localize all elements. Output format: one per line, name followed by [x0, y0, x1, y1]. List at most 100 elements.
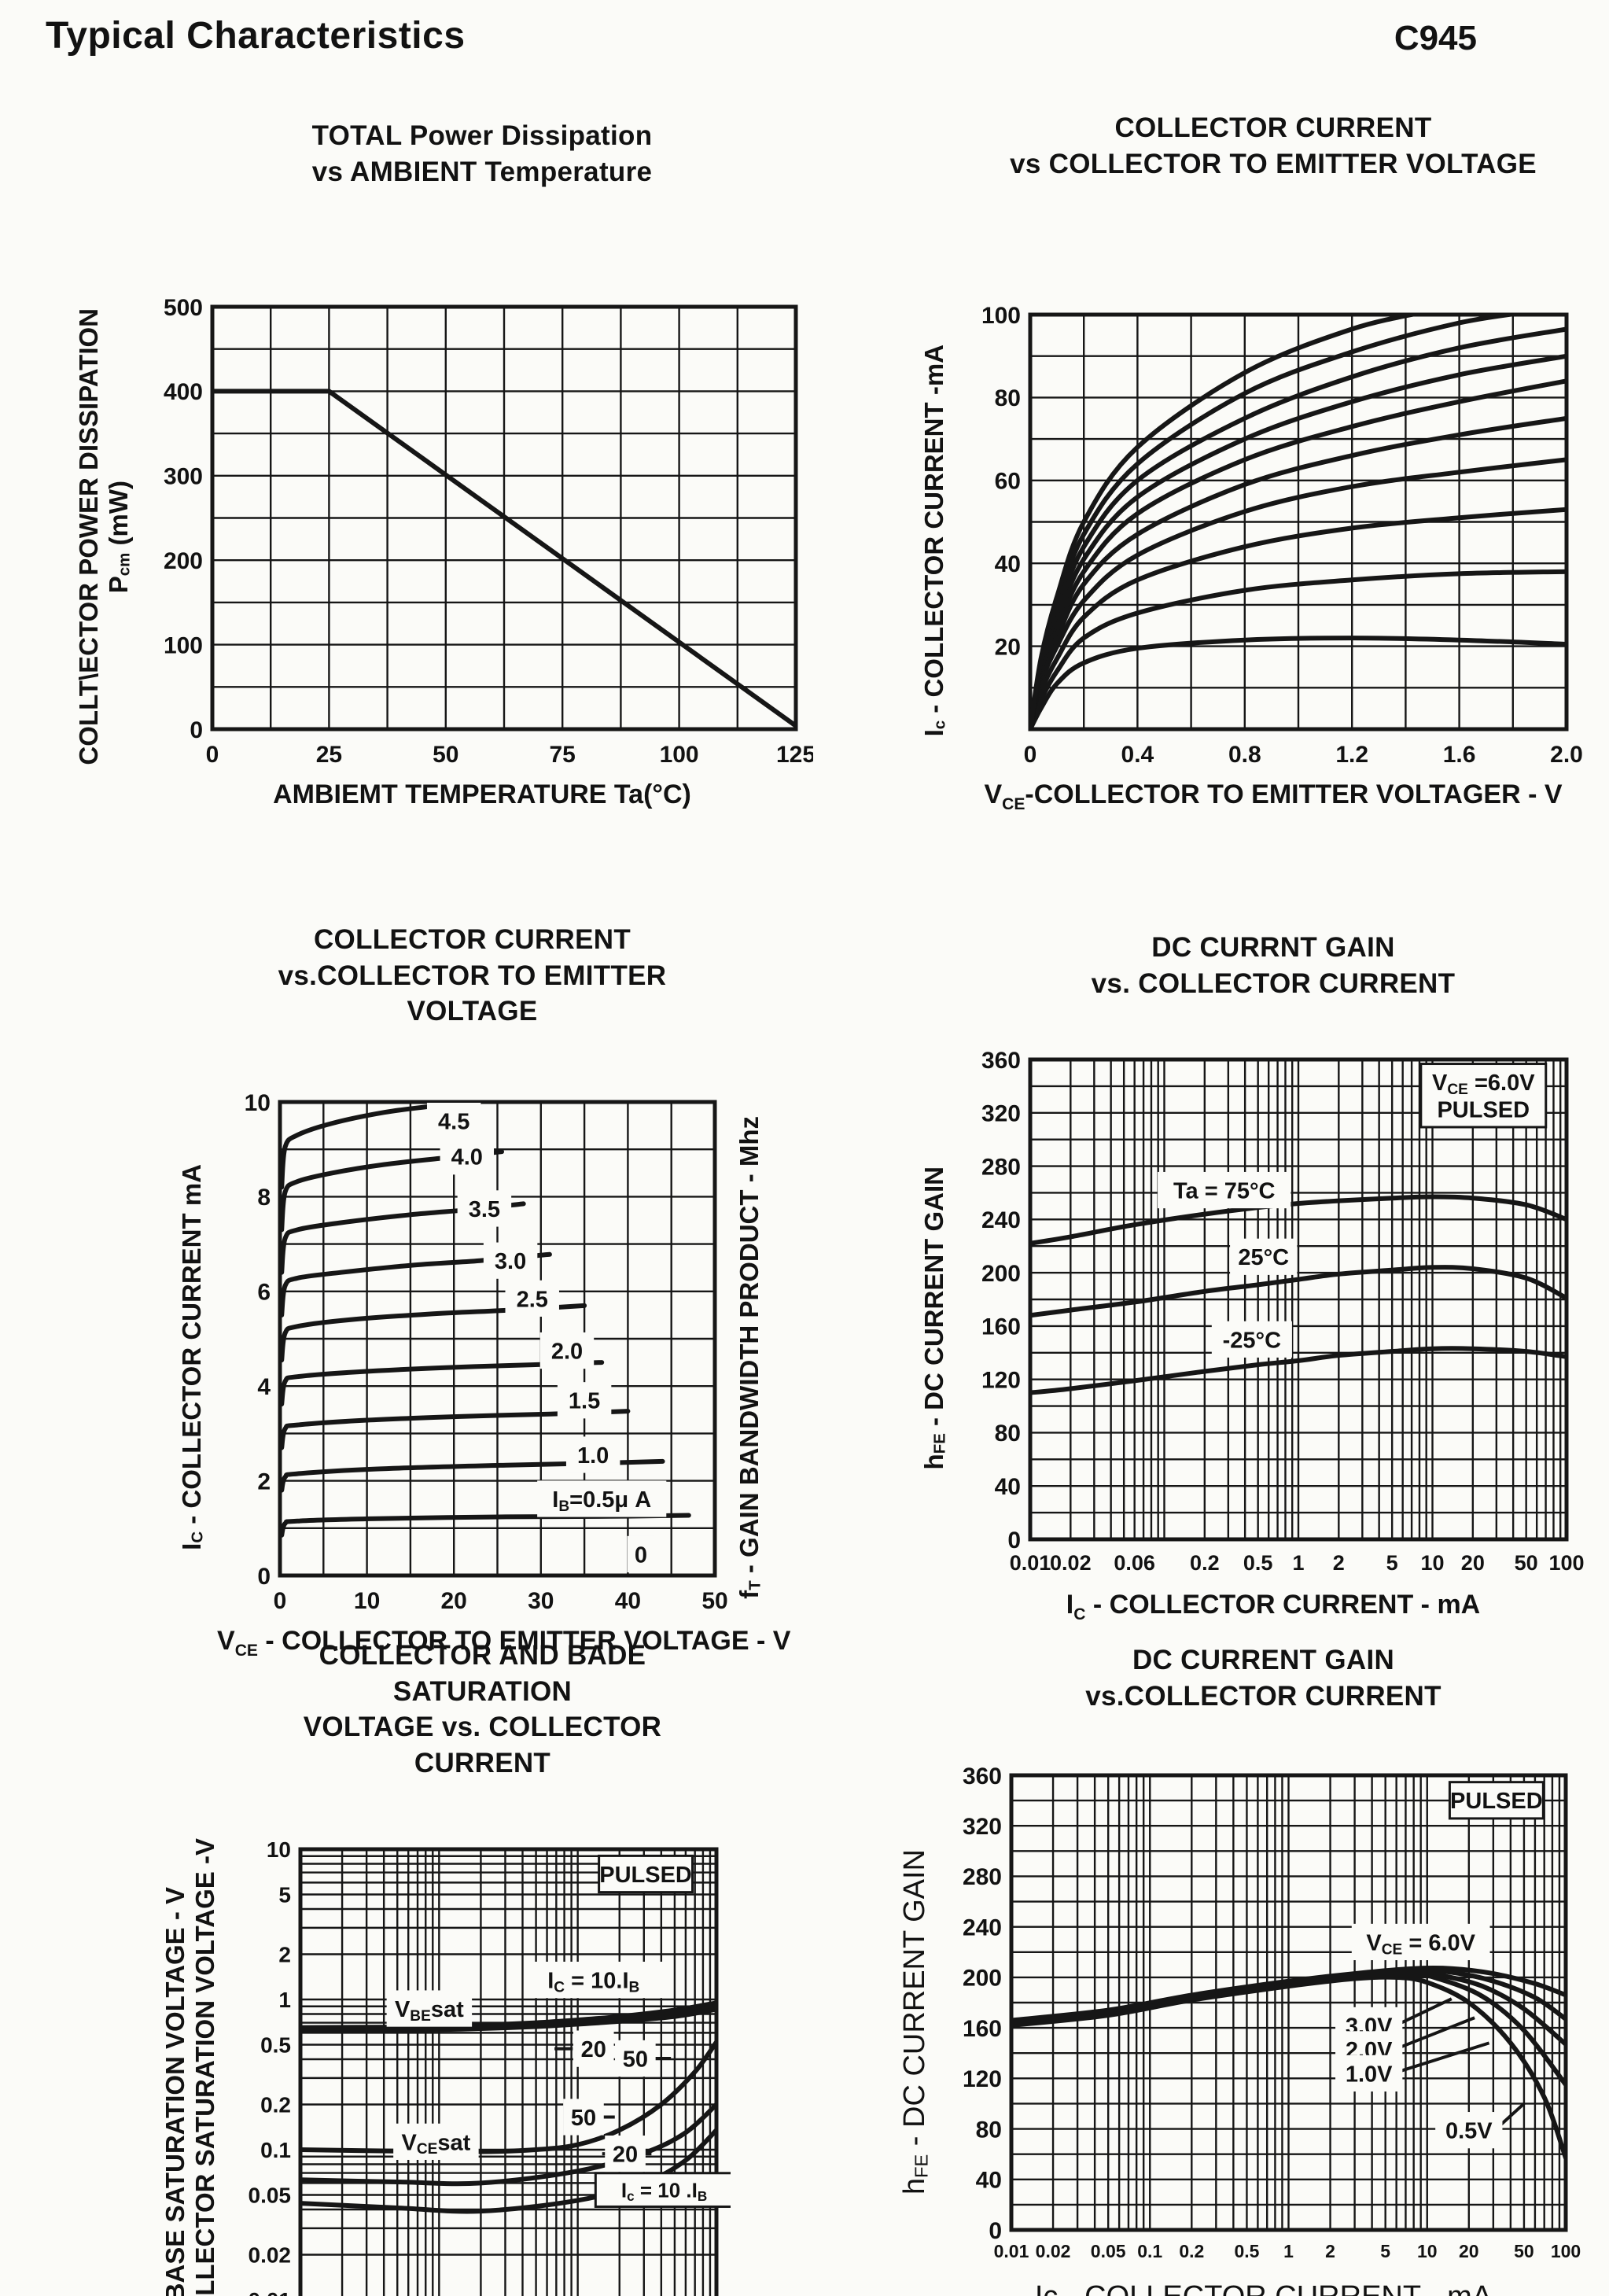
svg-text:3.5: 3.5 — [469, 1196, 500, 1222]
chart-saturation-voltage: COLLECTOR AND BADE SATURATION VOLTAGE vs… — [146, 1638, 731, 2296]
chart-dc-gain-vce: DC CURRENT GAIN vs.COLLECTOR CURRENT hFE… — [887, 1642, 1583, 2296]
y-axis-label: IC - COLLECTOR CURRENT mA — [176, 1164, 207, 1550]
svg-text:PULSED: PULSED — [1437, 1097, 1530, 1122]
svg-text:80: 80 — [976, 2117, 1002, 2143]
svg-text:120: 120 — [963, 2066, 1002, 2092]
svg-text:Ta = 75°C: Ta = 75°C — [1173, 1178, 1276, 1203]
svg-text:1: 1 — [1292, 1551, 1304, 1575]
svg-text:0.05: 0.05 — [249, 2184, 292, 2208]
svg-text:0.02: 0.02 — [1036, 2241, 1071, 2261]
svg-text:0.5: 0.5 — [1243, 1551, 1273, 1575]
svg-text:PULSED: PULSED — [599, 1863, 692, 1888]
svg-text:100: 100 — [1548, 1551, 1584, 1575]
svg-text:0.5V: 0.5V — [1445, 2119, 1493, 2144]
chart-title: TOTAL Power Dissipation vs AMBIENT Tempe… — [311, 120, 653, 187]
svg-text:VCE = 6.0V: VCE = 6.0V — [1366, 1930, 1475, 1958]
svg-text:10: 10 — [245, 1091, 271, 1116]
svg-text:5: 5 — [1380, 2241, 1390, 2261]
svg-text:360: 360 — [963, 1764, 1002, 1789]
x-axis-label: Ic - COLLECTOR CURRENT - mA — [944, 2280, 1583, 2296]
svg-text:4.0: 4.0 — [451, 1144, 483, 1170]
svg-text:10: 10 — [1417, 2241, 1438, 2261]
svg-text:4.5: 4.5 — [438, 1109, 469, 1134]
svg-text:50: 50 — [701, 1588, 727, 1614]
svg-text:5: 5 — [1386, 1551, 1398, 1575]
svg-text:1: 1 — [278, 1988, 291, 2012]
svg-text:IB=0.5μ A: IB=0.5μ A — [552, 1487, 651, 1514]
svg-text:240: 240 — [981, 1207, 1021, 1233]
y-axis-label: COLLT\ECTOR POWER DISSIPATION — [73, 308, 103, 765]
svg-text:50: 50 — [433, 742, 458, 768]
svg-text:20: 20 — [581, 2037, 606, 2062]
svg-text:200: 200 — [164, 548, 203, 574]
svg-text:320: 320 — [963, 1814, 1002, 1840]
svg-text:2: 2 — [1325, 2241, 1335, 2261]
svg-text:8: 8 — [257, 1185, 271, 1211]
svg-text:20: 20 — [995, 634, 1021, 660]
part-number: C945 — [1394, 19, 1477, 57]
svg-text:0: 0 — [206, 742, 219, 768]
svg-text:60: 60 — [995, 469, 1021, 495]
svg-text:1.6: 1.6 — [1443, 742, 1476, 768]
y-axis-label-vce: VCE (sat) - COLLECTOR SATURATION VOLTAGE… — [190, 1838, 219, 2296]
svg-text:80: 80 — [995, 385, 1021, 411]
chart-total-power-dissipation: TOTAL Power Dissipation vs AMBIENT Tempe… — [57, 118, 813, 810]
svg-text:2: 2 — [257, 1469, 271, 1494]
svg-text:VBEsat: VBEsat — [395, 1997, 464, 2025]
y-axis-label: hFE - DC CURRENT GAIN — [898, 1848, 932, 2195]
svg-text:1.5: 1.5 — [569, 1388, 600, 1413]
chart-title: DC CURRENT GAIN vs.COLLECTOR CURRENT — [1085, 1645, 1441, 1712]
svg-text:0.5: 0.5 — [260, 2033, 291, 2058]
svg-text:1.2: 1.2 — [1335, 742, 1368, 768]
chart-title: COLLECTOR CURRENT vs.COLLECTOR TO EMITTE… — [278, 924, 667, 1026]
svg-text:4: 4 — [257, 1374, 271, 1400]
svg-text:Ic = 10 .IB: Ic = 10 .IB — [621, 2178, 707, 2203]
svg-text:0.2: 0.2 — [1179, 2241, 1204, 2261]
x-axis-label: IC - COLLECTOR CURRENT - mA — [1066, 1590, 1481, 1623]
page-title: Typical Characteristics — [46, 15, 466, 57]
saturation-voltage-chart-canvas: PULSED IC = 10.IB VBEsat 20 50 50 VCEsat 20 Ic =… — [249, 1838, 731, 2296]
right-axis-label: fT - GAIN BANDWIDTH PRODUCT - Mhz — [734, 1115, 764, 1599]
svg-text:100: 100 — [660, 742, 699, 768]
x-axis-label: VCE - COLLECTOR TO EMITTER VOLTAGE - V — [217, 1625, 791, 1660]
svg-text:1.0: 1.0 — [577, 1443, 609, 1468]
svg-text:0.2: 0.2 — [1190, 1551, 1220, 1575]
svg-text:0.06: 0.06 — [1114, 1551, 1155, 1575]
svg-text:0: 0 — [1024, 742, 1037, 768]
chart-title: COLLECTOR CURRENT vs COLLECTOR TO EMITTE… — [1010, 112, 1537, 179]
svg-text:50: 50 — [571, 2106, 596, 2131]
svg-text:0: 0 — [274, 1588, 287, 1614]
y-axis-unit-label: Pcm (mW) — [103, 480, 134, 594]
svg-text:320: 320 — [981, 1101, 1021, 1127]
svg-text:100: 100 — [1551, 2241, 1581, 2261]
svg-text:IC = 10.IB: IC = 10.IB — [547, 1969, 639, 1996]
svg-text:80: 80 — [995, 1421, 1021, 1447]
svg-text:0: 0 — [190, 717, 203, 743]
svg-text:0.01: 0.01 — [249, 2288, 292, 2296]
svg-text:0: 0 — [989, 2218, 1002, 2244]
svg-text:50: 50 — [623, 2047, 648, 2072]
svg-text:360: 360 — [981, 1048, 1021, 1074]
svg-text:20: 20 — [1461, 1551, 1485, 1575]
svg-text:500: 500 — [164, 296, 203, 321]
svg-text:0.2: 0.2 — [260, 2093, 291, 2117]
svg-text:0.01: 0.01 — [994, 2241, 1029, 2261]
svg-text:160: 160 — [963, 2016, 1002, 2042]
svg-text:160: 160 — [981, 1314, 1021, 1340]
svg-text:10: 10 — [1420, 1551, 1444, 1575]
y-axis-label: Ic - COLLECTOR CURRENT -mA — [919, 345, 949, 737]
svg-text:VCEsat: VCEsat — [401, 2130, 470, 2158]
chart-collector-current-vs-vce: COLLECTOR CURRENT vs COLLECTOR TO EMITTE… — [906, 110, 1584, 814]
svg-text:0: 0 — [257, 1563, 271, 1589]
svg-text:2: 2 — [1333, 1551, 1345, 1575]
svg-text:20: 20 — [613, 2143, 638, 2168]
chart-title: DC CURRNT GAIN vs. COLLECTOR CURRENT — [1091, 932, 1456, 999]
svg-text:3.0: 3.0 — [495, 1249, 526, 1274]
svg-text:6: 6 — [257, 1279, 271, 1305]
y-axis-label: hFE - DC CURRENT GAIN — [919, 1166, 949, 1470]
svg-text:25: 25 — [316, 742, 342, 768]
svg-text:400: 400 — [164, 379, 203, 405]
